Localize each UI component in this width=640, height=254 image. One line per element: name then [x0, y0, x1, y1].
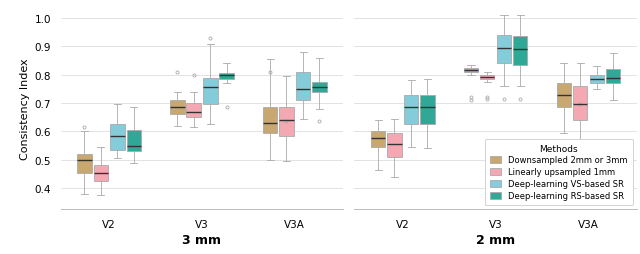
PathPatch shape [203, 78, 218, 105]
PathPatch shape [279, 108, 294, 136]
PathPatch shape [464, 68, 478, 73]
PathPatch shape [387, 133, 401, 157]
PathPatch shape [312, 83, 326, 92]
PathPatch shape [170, 101, 184, 115]
PathPatch shape [186, 104, 201, 118]
PathPatch shape [420, 95, 435, 125]
PathPatch shape [220, 74, 234, 80]
Y-axis label: Consistency Index: Consistency Index [20, 58, 31, 159]
PathPatch shape [589, 75, 604, 84]
PathPatch shape [77, 154, 92, 173]
PathPatch shape [296, 73, 310, 101]
PathPatch shape [573, 87, 588, 121]
PathPatch shape [480, 75, 495, 80]
PathPatch shape [404, 95, 419, 125]
PathPatch shape [371, 132, 385, 147]
PathPatch shape [497, 36, 511, 64]
Legend: Downsampled 2mm or 3mm, Linearly upsampled 1mm, Deep-learning VS-based SR, Deep-: Downsampled 2mm or 3mm, Linearly upsampl… [485, 139, 632, 205]
X-axis label: 3 mm: 3 mm [182, 233, 221, 246]
PathPatch shape [557, 84, 571, 108]
X-axis label: 2 mm: 2 mm [476, 233, 515, 246]
PathPatch shape [263, 108, 278, 133]
PathPatch shape [127, 131, 141, 152]
PathPatch shape [93, 166, 108, 181]
PathPatch shape [606, 70, 620, 84]
PathPatch shape [110, 125, 125, 150]
PathPatch shape [513, 37, 527, 66]
